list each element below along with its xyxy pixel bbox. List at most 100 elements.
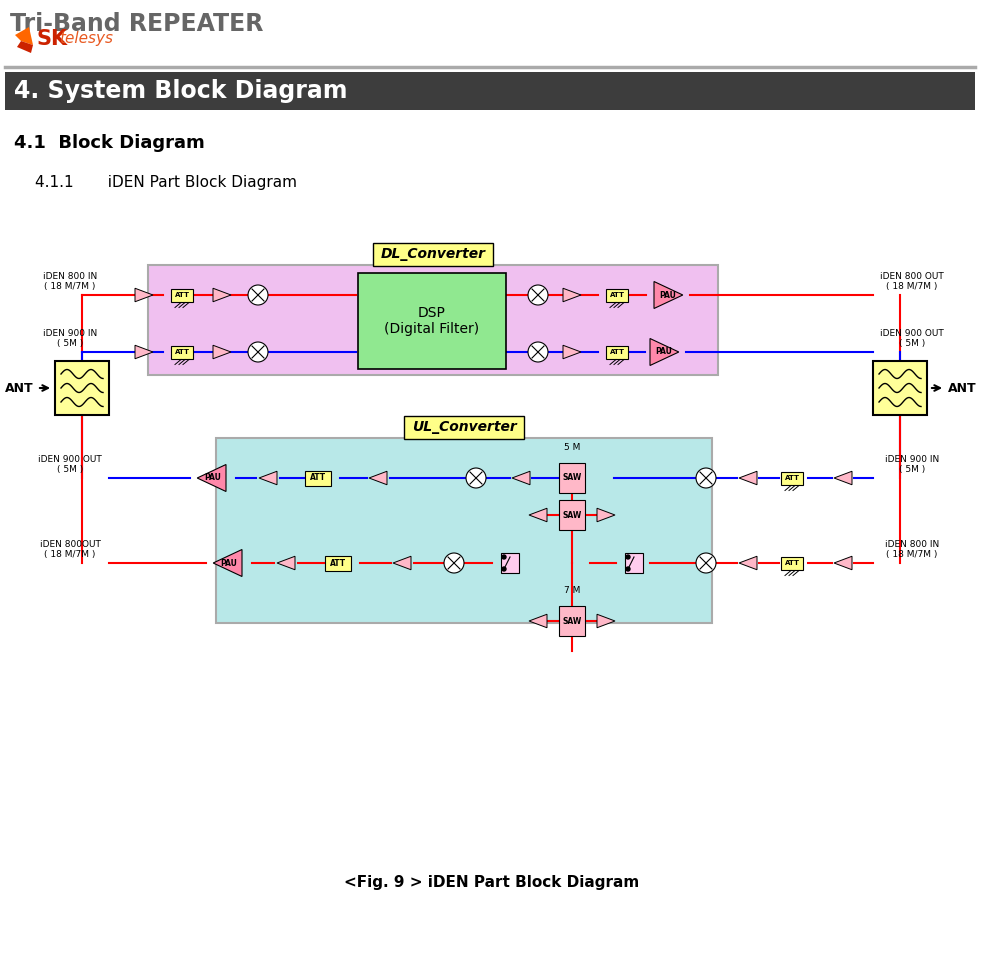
Text: iDEN 900 OUT: iDEN 900 OUT (881, 329, 944, 338)
Text: 4.1.1       iDEN Part Block Diagram: 4.1.1 iDEN Part Block Diagram (35, 175, 297, 189)
Text: PAU: PAU (659, 290, 676, 299)
Text: ( 5M ): ( 5M ) (899, 339, 925, 348)
Text: iDEN 800 OUT: iDEN 800 OUT (881, 272, 944, 281)
Text: iDEN 900 IN: iDEN 900 IN (885, 455, 939, 464)
Polygon shape (259, 471, 277, 484)
Bar (171, 345, 193, 359)
Text: 4.1  Block Diagram: 4.1 Block Diagram (14, 134, 205, 152)
Text: SK: SK (37, 29, 68, 49)
Bar (501, 553, 519, 573)
Text: DL_Converter: DL_Converter (380, 247, 486, 261)
Bar (606, 289, 628, 301)
Text: ATT: ATT (610, 349, 624, 355)
Circle shape (444, 553, 464, 573)
Bar (559, 606, 585, 636)
Text: ATT: ATT (310, 474, 326, 482)
Bar (55, 361, 109, 415)
Polygon shape (197, 464, 226, 491)
Bar (148, 265, 718, 375)
Circle shape (696, 468, 716, 488)
Circle shape (528, 285, 548, 305)
Text: ATT: ATT (330, 559, 346, 567)
Bar (873, 361, 927, 415)
Text: ATT: ATT (784, 560, 800, 566)
Bar (358, 273, 506, 369)
Text: PAU: PAU (655, 347, 672, 356)
Text: ( 18 M/7M ): ( 18 M/7M ) (44, 282, 96, 291)
Bar (325, 556, 351, 570)
Polygon shape (213, 549, 242, 576)
Bar (559, 500, 585, 530)
Text: ( 5M ): ( 5M ) (57, 465, 83, 474)
Text: PAU: PAU (204, 474, 221, 482)
Text: UL_Converter: UL_Converter (412, 420, 516, 434)
Polygon shape (529, 615, 547, 628)
Polygon shape (739, 471, 757, 484)
Circle shape (528, 342, 548, 362)
Bar (625, 553, 643, 573)
Bar (216, 438, 712, 623)
Circle shape (502, 567, 506, 571)
Text: <Fig. 9 > iDEN Part Block Diagram: <Fig. 9 > iDEN Part Block Diagram (345, 875, 639, 891)
Text: telesys: telesys (59, 32, 113, 46)
Text: ( 18 M/7M ): ( 18 M/7M ) (44, 550, 96, 559)
Polygon shape (650, 339, 679, 366)
Polygon shape (563, 289, 581, 302)
Text: ATT: ATT (610, 292, 624, 298)
Text: iDEN 800 IN: iDEN 800 IN (43, 272, 98, 281)
Circle shape (626, 567, 630, 571)
Polygon shape (17, 41, 33, 53)
Bar (606, 345, 628, 359)
Text: ( 5M ): ( 5M ) (899, 465, 925, 474)
Polygon shape (529, 509, 547, 522)
Text: ATT: ATT (174, 349, 189, 355)
Circle shape (248, 342, 268, 362)
Circle shape (466, 468, 486, 488)
Bar (559, 463, 585, 493)
Bar (781, 557, 803, 569)
Text: SAW: SAW (562, 617, 581, 625)
Polygon shape (563, 345, 581, 359)
Text: 7 M: 7 M (563, 586, 580, 595)
Polygon shape (277, 556, 295, 569)
Text: SAW: SAW (562, 510, 581, 519)
Text: DSP
(Digital Filter): DSP (Digital Filter) (384, 306, 480, 336)
Text: 4. System Block Diagram: 4. System Block Diagram (14, 79, 348, 103)
Text: iDEN 900 OUT: iDEN 900 OUT (38, 455, 101, 464)
Text: ATT: ATT (174, 292, 189, 298)
Text: iDEN 900 IN: iDEN 900 IN (43, 329, 98, 338)
Polygon shape (597, 509, 615, 522)
Bar (305, 471, 331, 485)
Circle shape (502, 555, 506, 559)
Circle shape (248, 285, 268, 305)
Polygon shape (597, 615, 615, 628)
Polygon shape (834, 556, 852, 569)
Circle shape (696, 553, 716, 573)
Polygon shape (369, 471, 387, 484)
Text: ( 18 M/7M ): ( 18 M/7M ) (886, 282, 938, 291)
Bar (5, 72, 975, 110)
Text: ( 5M ): ( 5M ) (57, 339, 83, 348)
Text: ATT: ATT (784, 475, 800, 481)
Text: 5 M: 5 M (563, 443, 580, 452)
Polygon shape (213, 289, 231, 302)
Bar (781, 472, 803, 484)
Text: iDEN 800OUT: iDEN 800OUT (39, 540, 100, 549)
Text: PAU: PAU (220, 559, 237, 567)
Polygon shape (213, 345, 231, 359)
Polygon shape (512, 471, 530, 484)
Bar (404, 416, 524, 439)
Polygon shape (834, 471, 852, 484)
Text: ANT: ANT (5, 381, 34, 395)
Text: 18 M: 18 M (560, 484, 583, 493)
Text: SAW: SAW (562, 474, 581, 482)
Text: ANT: ANT (948, 381, 976, 395)
Polygon shape (15, 27, 33, 45)
Polygon shape (135, 345, 153, 359)
Text: iDEN 800 IN: iDEN 800 IN (885, 540, 939, 549)
Text: Tri-Band REPEATER: Tri-Band REPEATER (10, 12, 263, 36)
Bar (373, 243, 493, 266)
Polygon shape (654, 282, 683, 309)
Polygon shape (739, 556, 757, 569)
Bar (171, 289, 193, 301)
